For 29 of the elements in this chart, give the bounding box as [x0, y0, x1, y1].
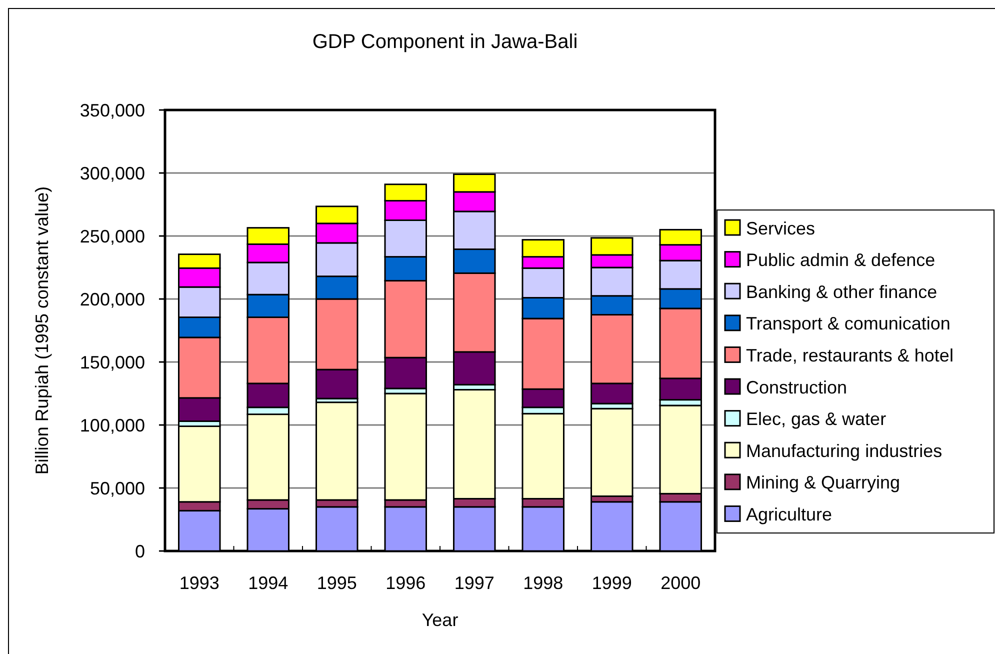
y-tick-label: 200,000 [80, 289, 145, 310]
y-tick-label: 150,000 [80, 352, 145, 372]
legend-label: Construction [746, 377, 848, 398]
legend-label: Elec, gas & water [746, 409, 886, 430]
legend-label: Services [746, 218, 816, 238]
y-tick-label: 250,000 [80, 226, 145, 246]
legend-label: Transport & comunication [746, 314, 950, 334]
y-tick-label: 50,000 [90, 478, 145, 498]
legend-label: Trade, restaurants & hotel [746, 346, 954, 366]
y-tick-label: 300,000 [80, 163, 145, 184]
chart-title: GDP Component in Jawa-Bali [312, 31, 578, 53]
x-tick-label: 1996 [386, 573, 426, 593]
legend-label: Mining & Quarrying [746, 472, 900, 493]
y-tick-label: 0 [134, 541, 145, 562]
x-tick-label: 1993 [179, 573, 220, 593]
x-tick-label: 1995 [316, 573, 357, 593]
x-tick-label: 1994 [248, 573, 288, 593]
x-tick-label: 2000 [660, 573, 701, 593]
x-tick-label: 1997 [454, 573, 494, 593]
y-tick-label: 350,000 [80, 100, 145, 120]
legend-label: Manufacturing industries [746, 440, 942, 461]
x-tick-label: 1998 [523, 573, 564, 593]
x-tick-label: 1999 [592, 573, 632, 593]
x-axis-title: Year [422, 610, 458, 630]
legend-label: Agriculture [746, 504, 832, 524]
y-axis-title: Billion Rupiah (1995 constant value) [32, 186, 52, 475]
legend-label: Banking & other finance [746, 282, 938, 302]
legend-label: Public admin & defence [746, 250, 936, 270]
y-tick-label: 100,000 [80, 415, 145, 436]
